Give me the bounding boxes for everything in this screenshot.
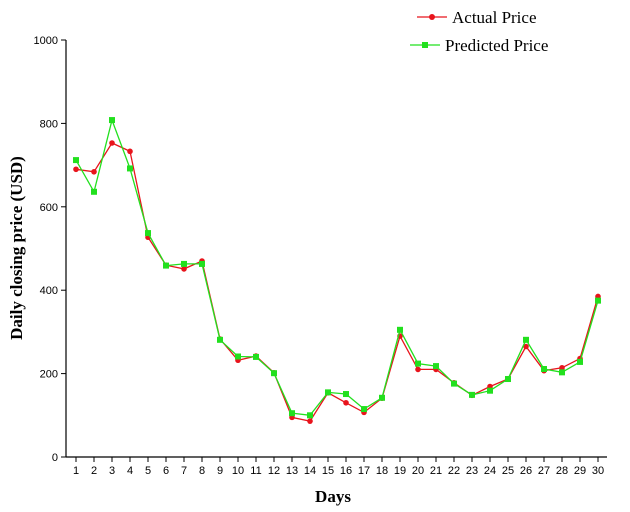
x-tick-label: 22: [448, 465, 460, 477]
data-point-actual: [109, 140, 115, 146]
data-point-predicted: [469, 391, 475, 398]
x-tick-label: 1: [73, 465, 79, 477]
data-point-predicted: [577, 358, 583, 365]
data-point-predicted: [595, 297, 601, 304]
x-tick-label: 6: [163, 465, 169, 477]
data-point-predicted: [379, 394, 385, 401]
data-point-actual: [181, 266, 187, 272]
data-point-predicted: [415, 360, 421, 367]
series-actual: [73, 140, 601, 424]
x-tick-label: 25: [502, 465, 514, 477]
data-point-predicted: [343, 391, 349, 398]
data-point-predicted: [109, 117, 115, 124]
series-layer: [73, 117, 601, 424]
axes: [65, 40, 607, 458]
series-predicted: [73, 117, 601, 419]
y-tick-label: 800: [40, 118, 58, 130]
series-line-actual: [75, 142, 599, 422]
data-point-predicted: [325, 389, 331, 396]
x-tick-label: 12: [268, 465, 280, 477]
x-tick-label: 21: [430, 465, 442, 477]
x-tick-label: 16: [340, 465, 352, 477]
y-tick-label: 400: [40, 285, 58, 297]
data-point-predicted: [127, 165, 133, 172]
data-point-predicted: [487, 387, 493, 394]
legend-marker-actual: [429, 14, 435, 20]
x-axis-title: Days: [315, 487, 351, 506]
x-tick-label: 10: [232, 465, 244, 477]
legend-label-predicted: Predicted Price: [445, 36, 548, 55]
data-point-predicted: [289, 410, 295, 417]
data-point-predicted: [559, 369, 565, 376]
legend-item-actual: Actual Price: [417, 8, 537, 27]
x-tick-label: 18: [376, 465, 388, 477]
data-point-actual: [91, 168, 97, 175]
data-point-predicted: [73, 157, 79, 164]
data-point-actual: [523, 343, 529, 350]
data-point-predicted: [451, 380, 457, 387]
data-point-predicted: [217, 336, 223, 343]
data-point-predicted: [163, 262, 169, 269]
data-point-predicted: [199, 260, 205, 267]
x-tick-label: 30: [592, 465, 604, 477]
data-point-predicted: [541, 366, 547, 373]
y-tick-label: 600: [40, 202, 58, 214]
data-point-predicted: [271, 370, 277, 377]
data-point-predicted: [523, 336, 529, 343]
legend: Actual Price Predicted Price: [410, 8, 548, 55]
x-tick-label: 4: [127, 465, 133, 477]
data-point-predicted: [307, 412, 313, 419]
x-tick-label: 7: [181, 465, 187, 477]
x-ticks: 1 2 3 4 5 6 7 8 9 10 11 12 13 14 15 16 17 18 19 20 21 22 23 24 2…: [73, 457, 604, 477]
y-tick-label: 0: [52, 452, 58, 464]
x-tick-label: 29: [574, 465, 586, 477]
data-point-predicted: [397, 326, 403, 333]
data-point-actual: [343, 399, 349, 406]
x-tick-label: 28: [556, 465, 568, 477]
legend-item-predicted: Predicted Price: [410, 36, 548, 55]
legend-label-actual: Actual Price: [452, 8, 537, 27]
data-point-actual: [559, 364, 565, 371]
x-tick-label: 26: [520, 465, 532, 477]
data-point-predicted: [505, 376, 511, 383]
y-tick-label: 1000: [34, 35, 58, 47]
data-point-predicted: [91, 188, 97, 195]
x-tick-label: 23: [466, 465, 478, 477]
x-tick-label: 24: [484, 465, 496, 477]
data-point-actual: [415, 366, 421, 373]
y-tick-label: 200: [40, 369, 58, 381]
y-axis-title: Daily closing price (USD): [7, 156, 26, 340]
x-tick-label: 9: [217, 465, 223, 477]
x-tick-label: 19: [394, 465, 406, 477]
data-point-predicted: [253, 353, 259, 360]
x-tick-label: 15: [322, 465, 334, 477]
x-tick-label: 2: [91, 465, 97, 477]
data-point-actual: [73, 166, 79, 173]
x-tick-label: 8: [199, 465, 205, 477]
data-point-predicted: [181, 260, 187, 267]
x-tick-label: 3: [109, 465, 115, 477]
x-tick-label: 20: [412, 465, 424, 477]
x-tick-label: 5: [145, 465, 151, 477]
x-tick-label: 27: [538, 465, 550, 477]
data-point-predicted: [433, 363, 439, 370]
x-tick-label: 14: [304, 465, 316, 477]
y-ticks: 0 200 400 600 800 1000: [34, 35, 66, 464]
data-point-predicted: [361, 406, 367, 413]
legend-marker-predicted: [422, 42, 428, 48]
data-point-actual: [307, 418, 313, 424]
data-point-predicted: [235, 353, 241, 360]
x-tick-label: 11: [250, 465, 261, 477]
data-point-actual: [127, 148, 133, 155]
x-tick-label: 13: [286, 465, 298, 477]
series-line-predicted: [75, 117, 599, 416]
data-point-predicted: [145, 230, 151, 237]
x-tick-label: 17: [358, 465, 370, 477]
